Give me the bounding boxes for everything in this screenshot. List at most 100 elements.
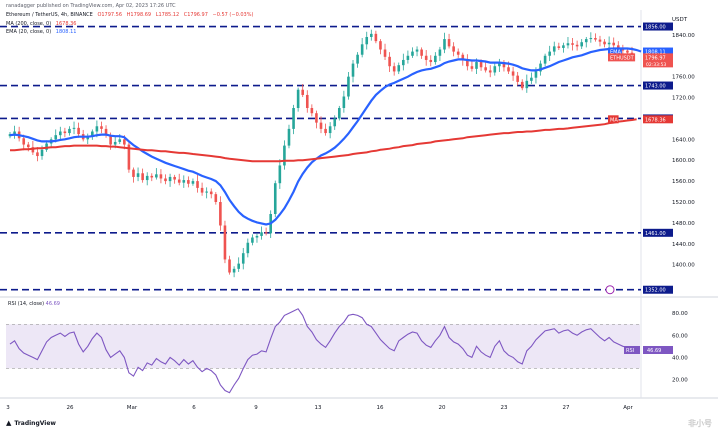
- time-axis-tick: 9: [254, 405, 258, 411]
- candle-body: [196, 181, 199, 188]
- candle-body: [511, 71, 515, 76]
- ema-legend-label: EMA (20, close, 0): [6, 29, 52, 35]
- candle-body: [324, 128, 327, 134]
- candle-body: [164, 178, 167, 182]
- candle-body: [315, 113, 318, 123]
- candle-body: [40, 149, 44, 157]
- candle-body: [123, 139, 126, 145]
- candle-body: [136, 173, 140, 177]
- symbol-title[interactable]: Ethereum / TetherUS, 4h, BINANCE: [6, 12, 93, 18]
- candle-body: [470, 66, 474, 69]
- candle-body: [365, 36, 369, 45]
- time-axis-tick: 6: [192, 405, 196, 411]
- candle-body: [420, 49, 423, 56]
- candle-body: [360, 44, 364, 55]
- rsi-axis-tick: 80.00: [672, 311, 688, 317]
- series-line: [10, 118, 637, 163]
- candle-body: [626, 50, 629, 53]
- candle-body: [205, 191, 208, 193]
- level-tag: [643, 228, 673, 237]
- candle-body: [557, 46, 561, 48]
- candle-body: [452, 46, 455, 52]
- candle-body: [507, 67, 510, 72]
- rsi-axis-tick: 20.00: [672, 377, 688, 383]
- rsi-value-tag-label: 46.69: [647, 348, 661, 354]
- candle-body: [383, 49, 387, 57]
- rsi-legend-value: 46.69: [45, 301, 60, 307]
- price-tag-name: ETHUSDT: [610, 55, 635, 61]
- candle-body: [370, 33, 373, 37]
- candle-body: [283, 145, 286, 166]
- price-tag-countdown: 02:33:53: [646, 62, 666, 68]
- candle-body: [552, 46, 556, 52]
- candle-body: [411, 51, 414, 56]
- candle-body: [493, 66, 497, 73]
- candle-body: [516, 75, 519, 82]
- candle-body: [461, 54, 465, 60]
- ohlc-high: H1798.69: [126, 12, 152, 18]
- time-axis-tick: 27: [563, 405, 570, 411]
- price-tag: [643, 115, 673, 124]
- candle-body: [310, 108, 314, 114]
- rsi-name-tag-label: RSI: [626, 348, 634, 354]
- candle-body: [328, 126, 332, 134]
- candle-body: [209, 191, 213, 195]
- price-tag-name: EMA: [610, 50, 621, 56]
- ma-legend[interactable]: MA (200, close, 0) 1678.36: [6, 21, 79, 27]
- price-tag-value: 1678.36: [645, 117, 666, 123]
- level-tag: [643, 22, 673, 31]
- candle-body: [150, 175, 154, 178]
- tradingview-logo-icon: ▲: [6, 419, 12, 427]
- candle-body: [59, 131, 62, 136]
- candle-body: [241, 253, 245, 264]
- time-axis-tick: 13: [315, 405, 322, 411]
- candle-body: [26, 144, 30, 148]
- watermark-logo: 非小号: [688, 419, 712, 428]
- candle-body: [347, 76, 350, 97]
- candle-body: [406, 55, 410, 60]
- time-axis-tick: 20: [439, 405, 446, 411]
- candle-body: [232, 268, 236, 273]
- candle-body: [319, 122, 323, 129]
- candle-body: [219, 202, 222, 226]
- time-axis-tick: 26: [67, 405, 74, 411]
- candle-body: [571, 43, 574, 45]
- candle-body: [255, 235, 259, 238]
- candle-body: [525, 80, 529, 89]
- candle-body: [616, 45, 620, 48]
- rsi-line: [9, 308, 633, 394]
- price-axis-tick: 1720.00: [672, 96, 695, 102]
- ema-legend[interactable]: EMA (20, close, 0) 1808.11: [6, 29, 79, 35]
- price-tag-name-box: [608, 47, 622, 56]
- rsi-legend[interactable]: RSI (14, close) 46.69: [8, 301, 60, 307]
- candle-body: [530, 77, 533, 81]
- level-tag-label: 1743.00: [645, 84, 666, 90]
- ohlc-change: −0.57 (−0.03%): [212, 12, 254, 18]
- candle-body: [168, 176, 172, 182]
- candle-body: [141, 173, 144, 181]
- ema-legend-value: 1808.11: [55, 29, 77, 35]
- candle-body: [434, 55, 437, 63]
- candle-body: [598, 39, 602, 42]
- candle-body: [566, 43, 570, 46]
- candle-body: [132, 169, 135, 177]
- candle-body: [520, 81, 524, 89]
- candle-body: [127, 144, 131, 170]
- candle-body: [548, 51, 551, 56]
- level-tag: [643, 285, 673, 294]
- candle-body: [86, 136, 90, 140]
- alert-icon: [605, 285, 615, 295]
- candle-body: [580, 42, 583, 47]
- candle-body: [342, 96, 346, 108]
- candle-body: [118, 139, 122, 142]
- tradingview-brand[interactable]: ▲ TradingView: [6, 419, 56, 427]
- candle-body: [273, 183, 277, 215]
- candle-body: [498, 62, 501, 67]
- ma-legend-label: MA (200, close, 0): [6, 21, 52, 27]
- candle-body: [68, 128, 71, 134]
- price-axis-tick: 1520.00: [672, 200, 695, 206]
- candle-body: [415, 49, 419, 52]
- candle-body: [72, 127, 76, 129]
- candle-body: [429, 59, 433, 63]
